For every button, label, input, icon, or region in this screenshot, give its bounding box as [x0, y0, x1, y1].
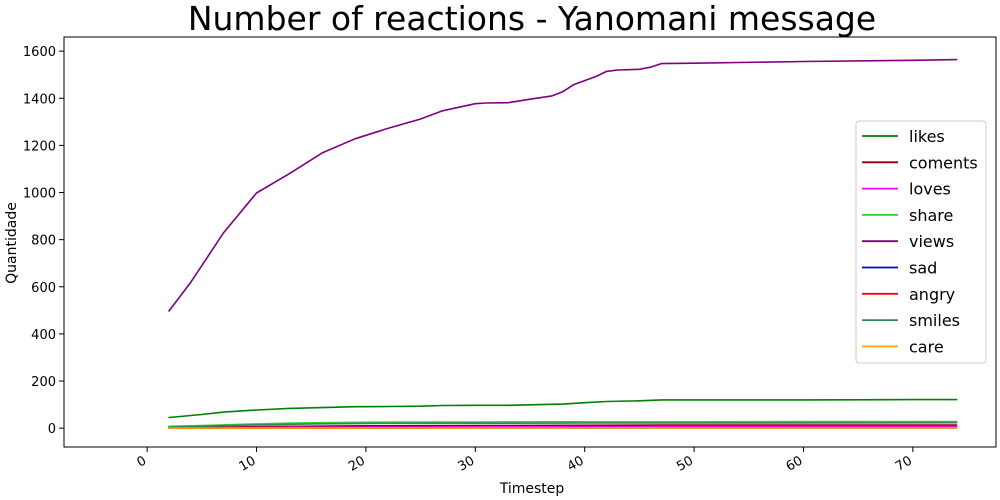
y-axis: 0 200 400 600 800 1000 1200 1400 1600 — [23, 45, 64, 437]
x-tick-label: 50 — [674, 453, 696, 474]
series-layer — [168, 58, 958, 429]
x-axis: 0 10 20 30 40 50 60 70 — [134, 447, 915, 475]
y-tick-label: 200 — [31, 375, 56, 390]
y-tick-label: 600 — [31, 281, 56, 296]
y-tick-label: 1600 — [23, 45, 56, 60]
legend-label-views: views — [909, 232, 954, 251]
chart-title: Number of reactions - Yanomani message — [188, 0, 876, 38]
x-axis-label: Timestep — [499, 481, 565, 497]
y-tick-label: 800 — [31, 234, 56, 249]
x-tick-label: 30 — [455, 453, 477, 474]
y-axis-label: Quantidade — [4, 202, 20, 284]
y-tick-label: 400 — [31, 328, 56, 343]
legend-label-share: share — [909, 206, 953, 225]
legend-label-loves: loves — [909, 180, 951, 199]
legend-label-coments: coments — [909, 153, 978, 172]
y-tick-label: 1400 — [23, 92, 56, 107]
y-tick-label: 0 — [48, 422, 56, 437]
x-tick-label: 70 — [893, 453, 915, 474]
y-tick-label: 1000 — [23, 187, 56, 202]
legend-label-sad: sad — [909, 259, 937, 278]
x-tick-label: 0 — [134, 453, 149, 470]
plot-area — [63, 36, 997, 448]
y-tick-label: 1200 — [23, 139, 56, 154]
x-tick-label: 40 — [565, 453, 587, 474]
x-tick-label: 20 — [346, 453, 368, 474]
series-line-smiles — [168, 421, 958, 428]
legend-frame — [855, 120, 987, 364]
legend: likes coments loves share views sad angry smile… — [855, 120, 987, 364]
x-tick-label: 60 — [784, 453, 806, 474]
series-line-views — [168, 58, 958, 312]
legend-label-care: care — [909, 337, 944, 356]
series-line-share — [168, 420, 958, 428]
legend-label-angry: angry — [909, 285, 955, 304]
plot-frame — [63, 36, 997, 448]
x-tick-label: 10 — [237, 453, 259, 474]
series-line-likes — [168, 398, 958, 419]
legend-label-likes: likes — [909, 127, 945, 146]
legend-label-smiles: smiles — [909, 311, 960, 330]
series-line-coments — [168, 424, 958, 429]
